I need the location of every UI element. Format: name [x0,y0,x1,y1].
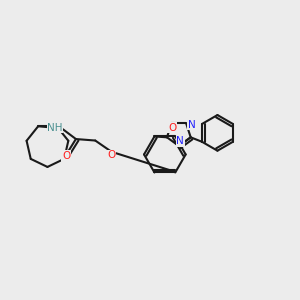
Text: NH: NH [47,123,63,133]
Text: N: N [188,120,195,130]
Text: O: O [168,122,176,133]
Text: O: O [107,150,116,161]
Text: O: O [62,151,70,161]
Text: N: N [176,136,184,146]
